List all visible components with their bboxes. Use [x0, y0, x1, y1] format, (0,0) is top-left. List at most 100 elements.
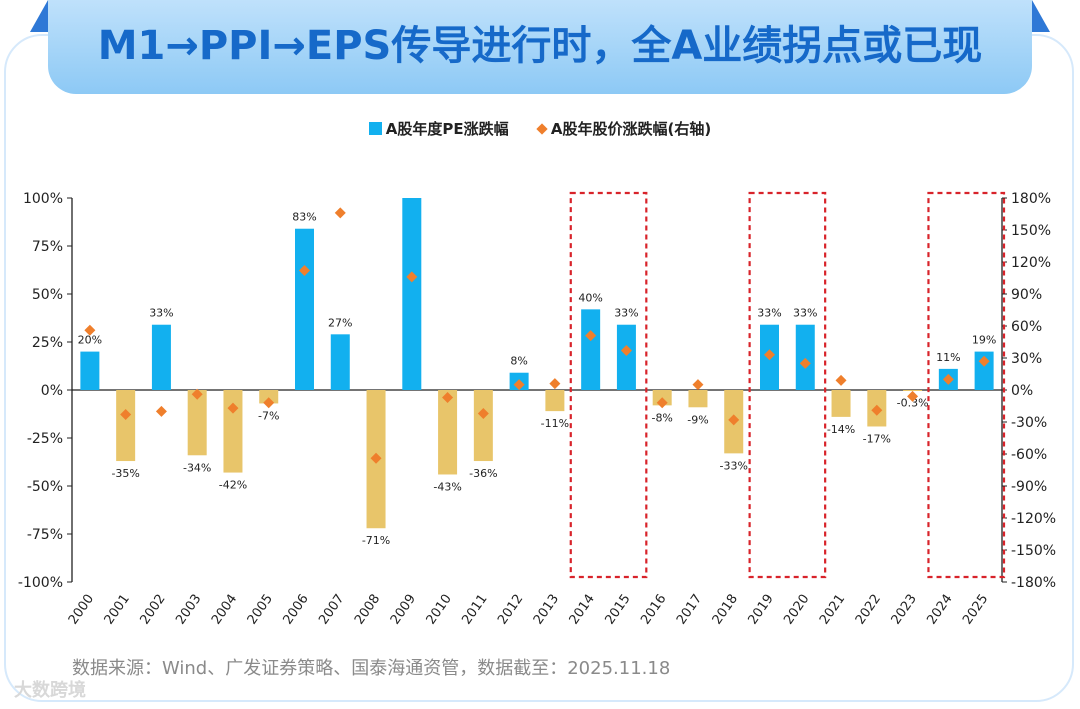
- left-tick-label: 75%: [32, 239, 63, 255]
- x-tick-label: 2000: [66, 592, 97, 628]
- pe-data-label: -9%: [687, 413, 708, 426]
- x-tick-label: 2018: [710, 592, 741, 628]
- price-marker: [728, 414, 740, 426]
- left-tick-label: -100%: [18, 575, 63, 591]
- right-tick-label: 30%: [1011, 351, 1042, 367]
- price-marker: [942, 373, 954, 385]
- highlight-box: [748, 191, 827, 579]
- x-tick-label: 2015: [602, 592, 633, 628]
- price-marker: [299, 265, 310, 277]
- price-marker: [835, 374, 847, 386]
- right-tick-label: 120%: [1011, 255, 1051, 271]
- pe-bar: [616, 324, 636, 390]
- legend-label-pe: A股年度PE涨跌幅: [385, 120, 509, 138]
- price-marker: [155, 405, 167, 417]
- price-marker: [978, 355, 990, 367]
- x-tick-label: 2023: [889, 592, 920, 628]
- pe-bar: [80, 351, 100, 390]
- x-tick-label: 2017: [674, 592, 705, 628]
- price-marker: [871, 404, 883, 416]
- pe-bar: [259, 390, 279, 404]
- pe-bar: [402, 198, 422, 390]
- pe-data-label: 33%: [757, 307, 781, 320]
- x-tick-label: 2009: [388, 592, 419, 628]
- pe-data-label: -33%: [720, 459, 748, 472]
- pe-data-label: 33%: [149, 307, 173, 320]
- pe-data-label: 27%: [328, 316, 352, 329]
- x-tick-label: 2024: [924, 592, 955, 628]
- price-marker: [370, 452, 382, 464]
- pe-data-label: 19%: [972, 334, 996, 347]
- pe-data-label: -35%: [111, 467, 139, 480]
- chart-frame: [4, 34, 1074, 702]
- x-tick-label: 2010: [424, 592, 455, 628]
- price-marker: [442, 391, 454, 403]
- x-tick-label: 2001: [102, 592, 133, 628]
- price-marker: [334, 207, 346, 219]
- x-tick-label: 2025: [960, 592, 991, 628]
- right-tick-label: 90%: [1011, 287, 1042, 303]
- pe-bar: [831, 390, 851, 417]
- x-tick-label: 2003: [173, 592, 204, 628]
- source-note: 数据来源：Wind、广发证券策略、国泰海通资管，数据截至：2025.11.18: [72, 658, 671, 679]
- right-tick-label: 150%: [1011, 223, 1051, 239]
- pe-data-label: -42%: [219, 479, 247, 492]
- x-tick-label: 2021: [817, 592, 848, 628]
- x-tick-label: 2016: [638, 592, 669, 628]
- pe-data-label: 20%: [78, 334, 102, 347]
- pe-data-label: -7%: [258, 409, 279, 422]
- banner-left-tip: [30, 0, 48, 32]
- price-marker: [549, 378, 561, 390]
- pe-data-label: 40%: [578, 291, 602, 304]
- highlight-box: [569, 191, 648, 579]
- pe-data-label: -71%: [362, 534, 390, 547]
- left-tick-label: -50%: [27, 479, 63, 495]
- chart-title: M1→PPI→EPS传导进行时，全A业绩拐点或已现: [97, 23, 983, 69]
- pe-bar: [187, 390, 207, 456]
- left-tick-label: 100%: [23, 191, 63, 207]
- pe-bar: [151, 324, 171, 390]
- right-tick-label: 60%: [1011, 319, 1042, 335]
- right-tick-label: -30%: [1011, 415, 1047, 431]
- left-tick-label: -25%: [27, 431, 63, 447]
- price-marker: [585, 330, 597, 342]
- pe-bar: [438, 390, 458, 475]
- right-tick-label: -90%: [1011, 479, 1047, 495]
- pe-data-label: 33%: [793, 307, 817, 320]
- right-tick-label: 180%: [1011, 191, 1051, 207]
- legend-label-price: A股年股价涨跌幅(右轴): [550, 120, 712, 138]
- price-marker: [799, 357, 811, 369]
- highlight-box: [927, 191, 1006, 579]
- x-tick-label: 2013: [531, 592, 562, 628]
- x-tick-label: 2014: [567, 592, 598, 628]
- pe-data-label: -14%: [827, 423, 855, 436]
- right-tick-label: -180%: [1011, 575, 1056, 591]
- x-tick-label: 2020: [781, 592, 812, 628]
- price-marker: [656, 397, 668, 409]
- right-tick-label: -150%: [1011, 543, 1056, 559]
- pe-bar: [330, 334, 350, 390]
- left-tick-label: 25%: [32, 335, 63, 351]
- title-banner: [48, 0, 1032, 94]
- left-tick-label: -75%: [27, 527, 63, 543]
- price-marker: [84, 324, 96, 336]
- price-marker: [477, 407, 489, 419]
- pe-bar: [473, 390, 493, 462]
- x-tick-label: 2019: [746, 592, 777, 628]
- pe-data-label: 11%: [936, 351, 960, 364]
- pe-data-label: -11%: [541, 417, 569, 430]
- left-tick-label: 0%: [41, 383, 63, 399]
- legend-item-price: A股年股价涨跌幅(右轴): [536, 118, 712, 139]
- pe-bar: [903, 390, 923, 391]
- x-tick-label: 2022: [853, 592, 884, 628]
- pe-bar: [795, 324, 815, 390]
- x-tick-label: 2012: [495, 592, 526, 628]
- price-marker: [907, 390, 919, 402]
- pe-bar: [688, 390, 708, 408]
- x-tick-label: 2004: [209, 592, 240, 628]
- pe-bar: [295, 228, 314, 390]
- watermark: 大数跨境: [14, 680, 86, 701]
- chart-legend: A股年度PE涨跌幅 A股年股价涨跌幅(右轴): [0, 118, 1080, 144]
- x-tick-label: 2006: [281, 592, 312, 628]
